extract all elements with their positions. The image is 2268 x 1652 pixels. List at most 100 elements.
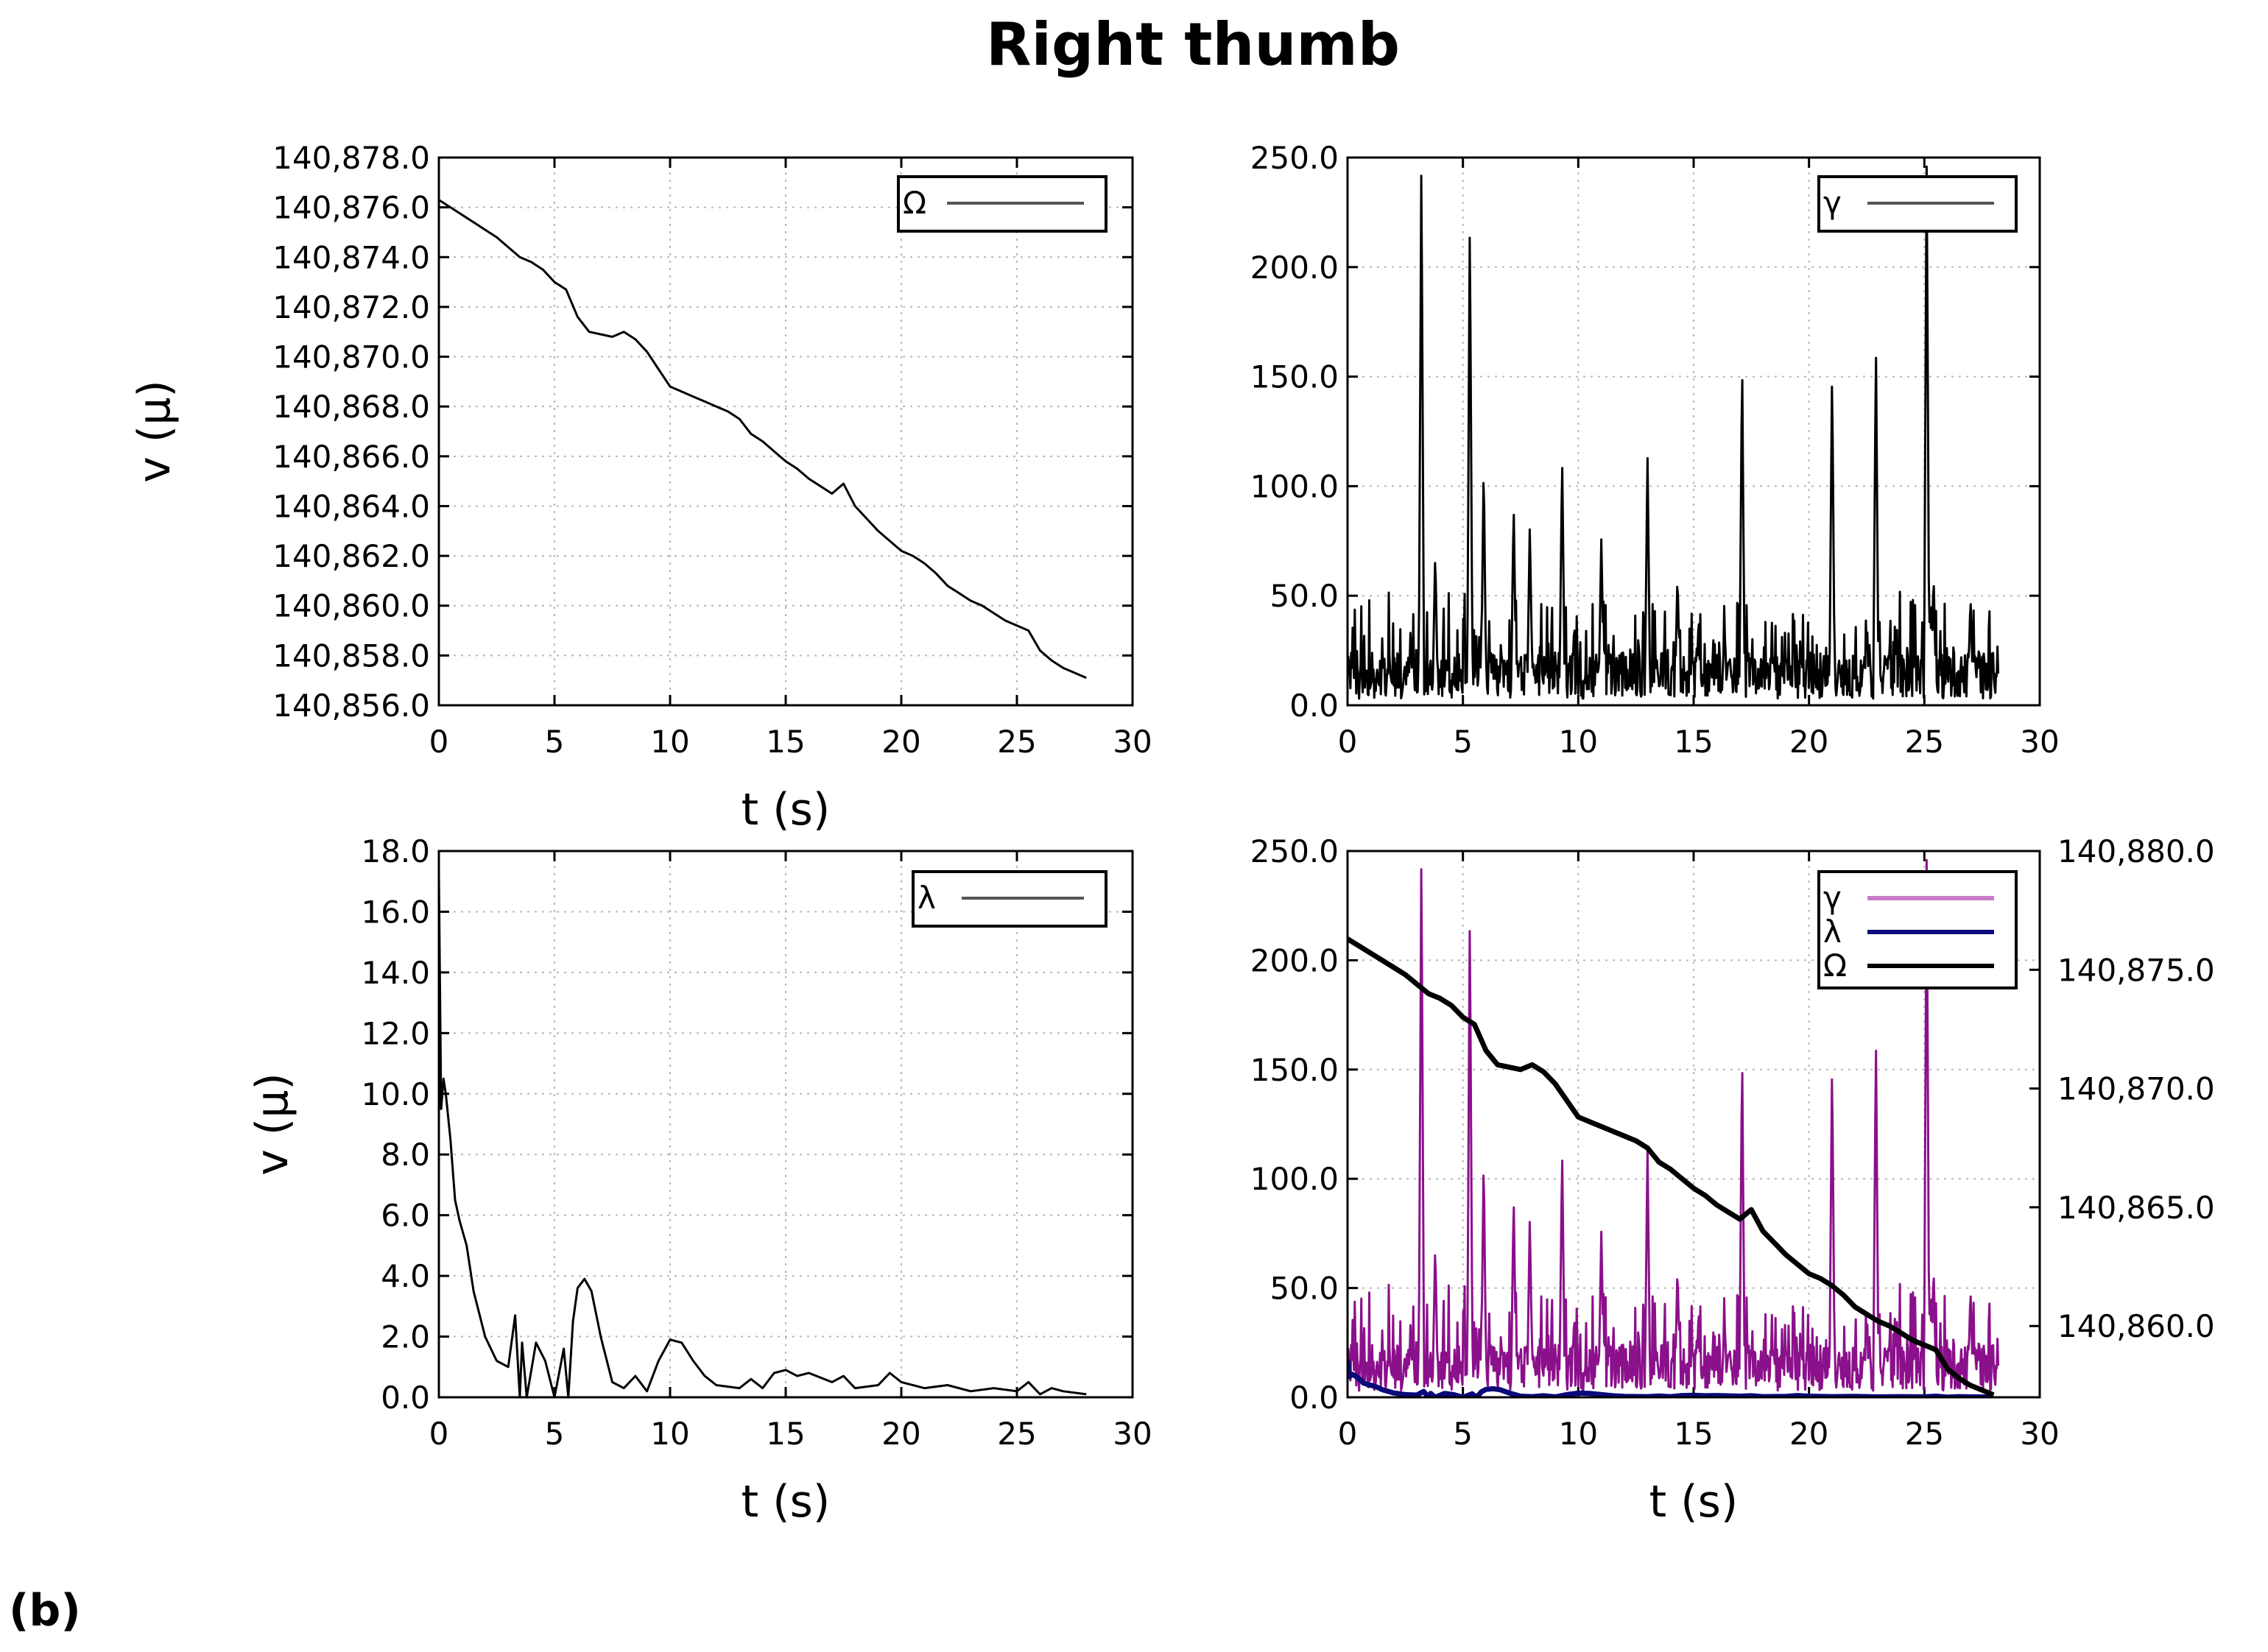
x-tick-label: 0 [1338, 724, 1358, 760]
x-axis: 0 5 10 15 20 25 30 [429, 851, 1152, 1452]
y-tick-label: 16.0 [361, 894, 430, 930]
plot-frame [1346, 850, 2041, 1399]
y-tick-label: 140,860.0 [272, 588, 430, 624]
x-tick-label: 30 [1113, 1416, 1152, 1452]
y-tick-label: 12.0 [361, 1015, 430, 1051]
legend-label: λ [1823, 914, 1842, 950]
y-tick-label: 140,864.0 [272, 488, 430, 524]
x-tick-label: 20 [881, 1416, 920, 1452]
y-tick-label: 10.0 [361, 1076, 430, 1112]
x-axis-label: t (s) [742, 1476, 831, 1528]
x-tick-label: 0 [429, 1416, 449, 1452]
chart-omega: 0 5 10 15 20 25 30140,856.0140,858.0140,860.01… [129, 140, 1152, 836]
y-tick-label: 140,862.0 [272, 538, 430, 574]
legend: λ [912, 870, 1107, 928]
y-axis: 0.0 50.0 100.0 150.0 200.0 250.0 [1250, 140, 2040, 724]
x-tick-label: 15 [766, 724, 805, 760]
series-line-omega [1348, 936, 1995, 1397]
legend-label: Ω [1823, 947, 1847, 984]
y-tick-label: 50.0 [1269, 578, 1339, 614]
figure-title: Right thumb [986, 10, 1400, 79]
series-group [439, 199, 1087, 679]
y-tick-label: 150.0 [1250, 359, 1339, 395]
x-tick-label: 25 [1905, 724, 1944, 760]
plot-frame [437, 850, 1134, 1399]
x-tick-label: 5 [1453, 1416, 1473, 1452]
x-tick-label: 30 [2020, 1416, 2059, 1452]
plot-frame [1346, 156, 2041, 707]
y-tick-label: 100.0 [1250, 468, 1339, 504]
legend-label: λ [918, 880, 936, 916]
y-tick-label: 0.0 [381, 1380, 430, 1416]
x-tick-label: 0 [429, 724, 449, 760]
x-axis: 0 5 10 15 20 25 30 [429, 158, 1152, 760]
y-tick-label: 2.0 [381, 1319, 430, 1355]
y-tick-label: 140,878.0 [272, 140, 430, 176]
chart-combined: 0 5 10 15 20 25 30 0.0 50.0 100.0 150.0 200.0 250.0 1… [1250, 833, 2215, 1528]
x-tick-label: 25 [997, 724, 1036, 760]
y-tick-label: 4.0 [381, 1258, 430, 1294]
series-line-lambda [439, 875, 1087, 1397]
series-line-omega [439, 199, 1087, 679]
x-tick-label: 5 [1453, 724, 1473, 760]
series-line-gamma [1348, 165, 2000, 700]
x-tick-label: 25 [1905, 1416, 1944, 1452]
y-tick-label: 50.0 [1269, 1271, 1339, 1307]
y2-tick-label: 140,880.0 [2057, 833, 2215, 869]
x-tick-label: 25 [997, 1416, 1036, 1452]
y-axis-label: v (μ) [129, 380, 180, 483]
grid-lines [439, 851, 1133, 1397]
y-axis: 0.0 2.0 4.0 6.0 8.0 10.0 12.0 14.0 16.0 18.0 [361, 833, 1133, 1416]
y-tick-label: 14.0 [361, 955, 430, 991]
grid-lines [439, 158, 1133, 705]
x-tick-label: 0 [1338, 1416, 1358, 1452]
y-tick-label: 140,874.0 [272, 239, 430, 275]
y-tick-label: 0.0 [1289, 688, 1339, 724]
x-axis-label: t (s) [742, 784, 831, 836]
x-tick-label: 20 [1789, 724, 1828, 760]
y2-tick-label: 140,870.0 [2057, 1071, 2215, 1107]
legend: γ [1817, 175, 2018, 233]
x-tick-label: 20 [881, 724, 920, 760]
plot-frame [437, 156, 1134, 707]
y2-tick-label: 140,860.0 [2057, 1308, 2215, 1344]
y-tick-label: 200.0 [1250, 250, 1339, 286]
x-tick-label: 15 [1674, 724, 1713, 760]
y-tick-label: 8.0 [381, 1137, 430, 1173]
x-tick-label: 20 [1789, 1416, 1828, 1452]
y-tick-label: 140,872.0 [272, 289, 430, 325]
legend: γλΩ [1817, 870, 2018, 989]
y-tick-label: 140,870.0 [272, 339, 430, 375]
legend-label: Ω [903, 185, 926, 221]
x-axis-label: t (s) [1649, 1476, 1739, 1528]
series-group [1348, 165, 2000, 700]
y-tick-label: 140,858.0 [272, 638, 430, 674]
y-axis: 0.0 50.0 100.0 150.0 200.0 250.0 [1250, 833, 1358, 1416]
legend: Ω [897, 175, 1107, 233]
x-tick-label: 30 [1113, 724, 1152, 760]
y-tick-label: 140,868.0 [272, 389, 430, 425]
chart-lambda: 0 5 10 15 20 25 30 0.0 2.0 4.0 6.0 8.0 10.0 12.0 14.0 1… [247, 833, 1152, 1528]
y2-tick-label: 140,875.0 [2057, 952, 2215, 988]
y-tick-label: 6.0 [381, 1198, 430, 1234]
y-tick-label: 250.0 [1250, 140, 1339, 176]
y-axis-label: v (μ) [247, 1073, 298, 1176]
x-tick-label: 30 [2020, 724, 2059, 760]
x-tick-label: 5 [545, 1416, 565, 1452]
y-tick-label: 140,856.0 [272, 688, 430, 724]
y2-axis: 140,860.0 140,865.0 140,870.0 140,875.0 140,… [2029, 833, 2215, 1344]
y-tick-label: 250.0 [1250, 833, 1339, 869]
y-tick-label: 0.0 [1289, 1380, 1339, 1416]
series-line-gamma [1348, 858, 2000, 1392]
x-tick-label: 5 [545, 724, 565, 760]
x-tick-label: 15 [1674, 1416, 1713, 1452]
panel-label: (b) [9, 1585, 81, 1637]
y-tick-label: 18.0 [361, 833, 430, 869]
y-tick-label: 140,866.0 [272, 439, 430, 475]
y2-tick-label: 140,865.0 [2057, 1190, 2215, 1226]
legend-label: γ [1823, 185, 1842, 221]
series-group [439, 875, 1087, 1397]
chart-gamma: 0 5 10 15 20 25 30 0.0 50.0 100.0 150.0 200.0 250.0 γ [1250, 140, 2060, 760]
x-tick-label: 15 [766, 1416, 805, 1452]
